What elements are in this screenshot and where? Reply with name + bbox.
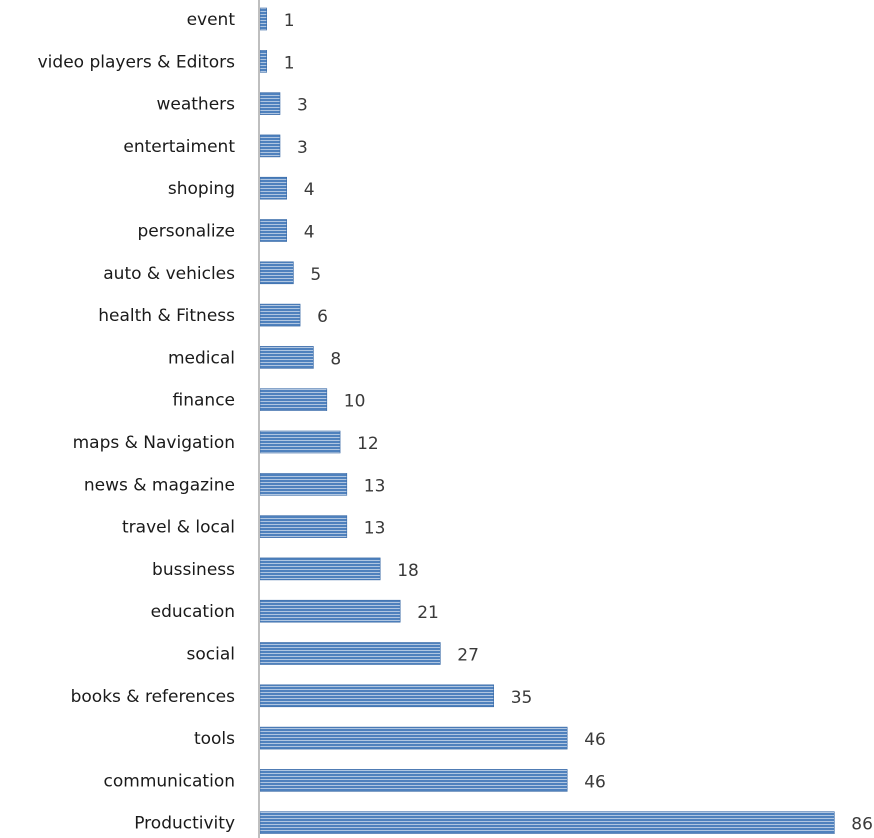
category-label-education: education [151,602,235,622]
category-label-finance: finance [173,391,235,411]
value-label-entertaiment: 3 [297,138,308,158]
category-label-social: social [187,645,235,665]
bar-books-and-references [259,684,494,708]
category-label-personalize: personalize [137,222,235,242]
bar-auto-and-vehicles [259,261,294,285]
category-label-weathers: weathers [156,95,235,115]
labels-layer: event 1 video players & Editors 1 weathers 3 e… [38,10,873,835]
bar-tools [259,726,568,750]
value-label-education: 21 [417,603,439,623]
category-label-bussiness: bussiness [152,560,235,580]
bar-entertaiment [259,134,281,158]
bar-bussiness [259,557,381,581]
category-label-auto-and-vehicles: auto & vehicles [103,264,235,284]
bar-productivity [259,811,835,835]
value-label-personalize: 4 [304,223,315,243]
value-label-news-and-magazine: 13 [364,476,386,496]
bar-weathers [259,92,281,115]
bar-health-and-fitness [259,303,301,327]
value-label-tools: 46 [584,730,606,750]
category-label-event: event [187,10,236,30]
category-label-news-and-magazine: news & magazine [84,475,235,495]
category-label-communication: communication [104,771,235,791]
bar-medical [259,346,314,369]
category-label-shoping: shoping [168,179,235,199]
bar-maps-and-navigation [259,430,341,454]
value-label-video-players-and-editors: 1 [284,53,295,73]
value-label-maps-and-navigation: 12 [357,434,379,454]
value-label-bussiness: 18 [397,561,419,581]
bar-social [259,642,441,665]
value-label-communication: 46 [584,772,606,792]
value-label-event: 1 [284,11,295,31]
bar-video-players-and-editors [259,49,267,73]
category-label-tools: tools [194,729,235,749]
value-label-medical: 8 [330,349,341,369]
value-label-books-and-references: 35 [511,688,533,708]
category-label-health-and-fitness: health & Fitness [98,306,235,326]
category-label-maps-and-navigation: maps & Navigation [73,433,235,453]
bar-communication [259,769,568,792]
bar-finance [259,388,328,412]
value-label-shoping: 4 [304,180,315,200]
bars-layer [259,7,835,835]
value-label-auto-and-vehicles: 5 [310,265,321,285]
bar-education [259,599,401,623]
bar-shoping [259,176,288,200]
bar-travel-and-local [259,515,348,538]
category-label-entertaiment: entertaiment [123,137,235,157]
value-label-finance: 10 [344,392,366,412]
value-label-weathers: 3 [297,96,308,116]
value-label-productivity: 86 [851,815,873,835]
category-label-books-and-references: books & references [71,687,236,707]
bar-news-and-magazine [259,472,348,496]
category-label-video-players-and-editors: video players & Editors [38,52,236,72]
bar-personalize [259,219,288,242]
category-label-productivity: Productivity [134,814,235,834]
category-label-travel-and-local: travel & local [122,518,235,538]
value-label-travel-and-local: 13 [364,519,386,539]
value-label-social: 27 [457,646,479,666]
category-label-medical: medical [168,348,235,368]
value-label-health-and-fitness: 6 [317,307,328,327]
bar-event [259,7,267,31]
